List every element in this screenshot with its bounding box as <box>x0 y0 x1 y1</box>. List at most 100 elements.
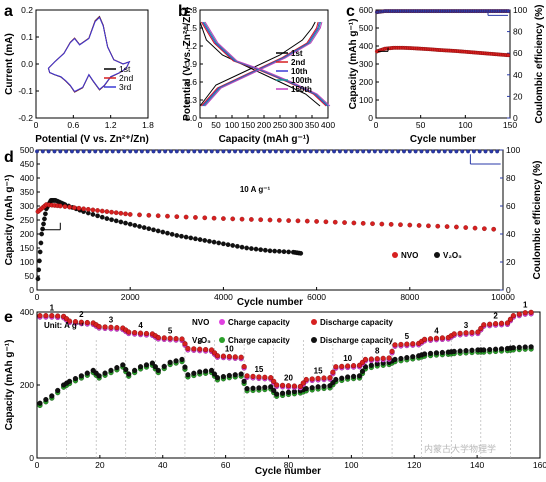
v2o5-discharge-point <box>167 359 173 365</box>
y-tick-label: 100 <box>20 257 34 267</box>
legend-label: 2nd <box>291 58 305 67</box>
nvo-discharge-point <box>66 318 73 324</box>
x-tick-label: 300 <box>289 120 303 130</box>
x-tick-label: 250 <box>273 120 287 130</box>
x-tick-label: 20 <box>95 460 105 470</box>
v2o5-discharge-point <box>96 373 102 379</box>
c-ylabel: Capacity (mAh g⁻¹) <box>348 19 359 110</box>
d-ylabel: Capacity (mAh g⁻¹) <box>4 175 15 266</box>
v2o5-discharge-point <box>359 368 366 374</box>
watermark: 内蒙古大学物理学 <box>424 443 496 454</box>
nvo-capacity-point <box>95 208 100 213</box>
v2o5-capacity-point <box>43 211 48 217</box>
v2o5-discharge-point <box>102 370 108 376</box>
v2o5-capacity-point <box>155 228 161 234</box>
v2o5-discharge-point <box>126 371 132 377</box>
efficiency-point <box>198 149 203 154</box>
v2o5-discharge-point <box>498 346 505 352</box>
e-ylabel: Capacity (mAh g⁻¹) <box>4 340 15 431</box>
v2o5-capacity-point <box>90 212 96 217</box>
efficiency-point <box>291 149 296 154</box>
nvo-capacity-point <box>104 209 110 214</box>
nvo-discharge-point <box>374 356 380 362</box>
nvo-discharge-point <box>102 324 108 330</box>
nvo-capacity-point <box>76 205 82 211</box>
e-unit-label: Unit: A g⁻¹ <box>44 321 84 330</box>
efficiency-point <box>477 149 482 154</box>
v2o5-capacity-point <box>41 221 46 227</box>
v2o5-discharge-point <box>439 349 445 356</box>
a-ticks: 0 0.6 1.2 1.8 -0.2 -0.1 0.0 0.1 0.2 <box>18 5 154 130</box>
y-tick-label: 0.1 <box>21 32 33 42</box>
efficiency-point <box>378 149 383 154</box>
efficiency-point <box>396 149 401 154</box>
efficiency-point <box>110 149 115 154</box>
nvo-capacity-point <box>193 215 198 220</box>
efficiency-point <box>203 149 208 154</box>
nvo-discharge-point <box>78 319 84 325</box>
nvo-capacity-point <box>435 223 441 229</box>
nvo-capacity-point <box>62 204 68 209</box>
v2o5-discharge-point <box>433 350 440 356</box>
v2o5-capacity-point <box>286 249 291 255</box>
charge-curve-1st <box>199 21 316 107</box>
nvo-capacity-point <box>202 215 208 221</box>
capacity-axis-arrow <box>378 47 389 52</box>
nvo-capacity-point <box>81 206 86 212</box>
efficiency-axis-arrow <box>487 11 508 16</box>
v2o5-capacity-point <box>235 243 240 249</box>
v2o5-discharge-point <box>149 360 155 366</box>
y-tick-label: 0 <box>29 285 34 295</box>
nvo-capacity-point <box>286 218 291 223</box>
y-tick-label: 0 <box>368 113 373 123</box>
rate-label: 20 <box>284 374 293 383</box>
v2o5-discharge-point <box>392 356 398 363</box>
axes-frame-c <box>375 9 511 119</box>
efficiency-point <box>425 149 430 154</box>
x-tick-label: 120 <box>407 460 421 470</box>
d-legend: NVO V₂O₅ <box>392 251 462 260</box>
nvo-discharge-point <box>132 330 138 336</box>
charge-curve-10th <box>202 21 320 107</box>
efficiency-point <box>93 149 98 154</box>
y-tick-label: 1.5 <box>185 23 197 33</box>
efficiency-point <box>273 149 278 154</box>
v2o5-discharge-point <box>422 351 428 357</box>
nvo-discharge-point <box>404 341 410 347</box>
nvo-capacity-point <box>57 203 63 209</box>
efficiency-point <box>372 149 377 154</box>
v2o5-discharge-point <box>78 373 84 379</box>
panel-letter-e: e <box>4 309 13 326</box>
v2o5-discharge-point <box>510 345 516 351</box>
axes-frame-b <box>199 9 329 119</box>
efficiency-point <box>35 149 39 154</box>
nvo-capacity-point <box>137 212 142 218</box>
v2o5-discharge-point <box>339 375 345 381</box>
nvo-discharge-point <box>291 383 298 389</box>
nvo-capacity-point <box>454 224 459 230</box>
x-tick-label: 160 <box>533 460 546 470</box>
efficiency-point <box>209 149 214 154</box>
efficiency-point <box>495 149 500 154</box>
rate-label: 3 <box>109 315 114 324</box>
nvo-discharge-point <box>43 313 49 319</box>
y-tick-label: 0.9 <box>185 59 197 69</box>
efficiency-point <box>367 149 371 154</box>
nvo-discharge-point <box>498 320 505 326</box>
efficiency-point <box>355 149 360 154</box>
y-tick-label: 500 <box>359 23 373 33</box>
y-tick-label: 450 <box>20 159 34 169</box>
y-tick-label: 0 <box>29 453 34 463</box>
legend-marker <box>311 337 317 343</box>
v2o5-discharge-point <box>427 350 434 357</box>
v2o5-capacity-point <box>95 213 100 219</box>
x-tick-label: 1.2 <box>105 120 117 130</box>
nvo-discharge-point <box>167 335 173 341</box>
nvo-discharge-point <box>457 330 463 336</box>
v2o5-discharge-point <box>285 389 292 395</box>
efficiency-point <box>413 149 418 154</box>
nvo-discharge-point <box>226 353 232 360</box>
nvo-discharge-point <box>182 341 188 347</box>
y2-tick-label: 100 <box>506 145 520 155</box>
